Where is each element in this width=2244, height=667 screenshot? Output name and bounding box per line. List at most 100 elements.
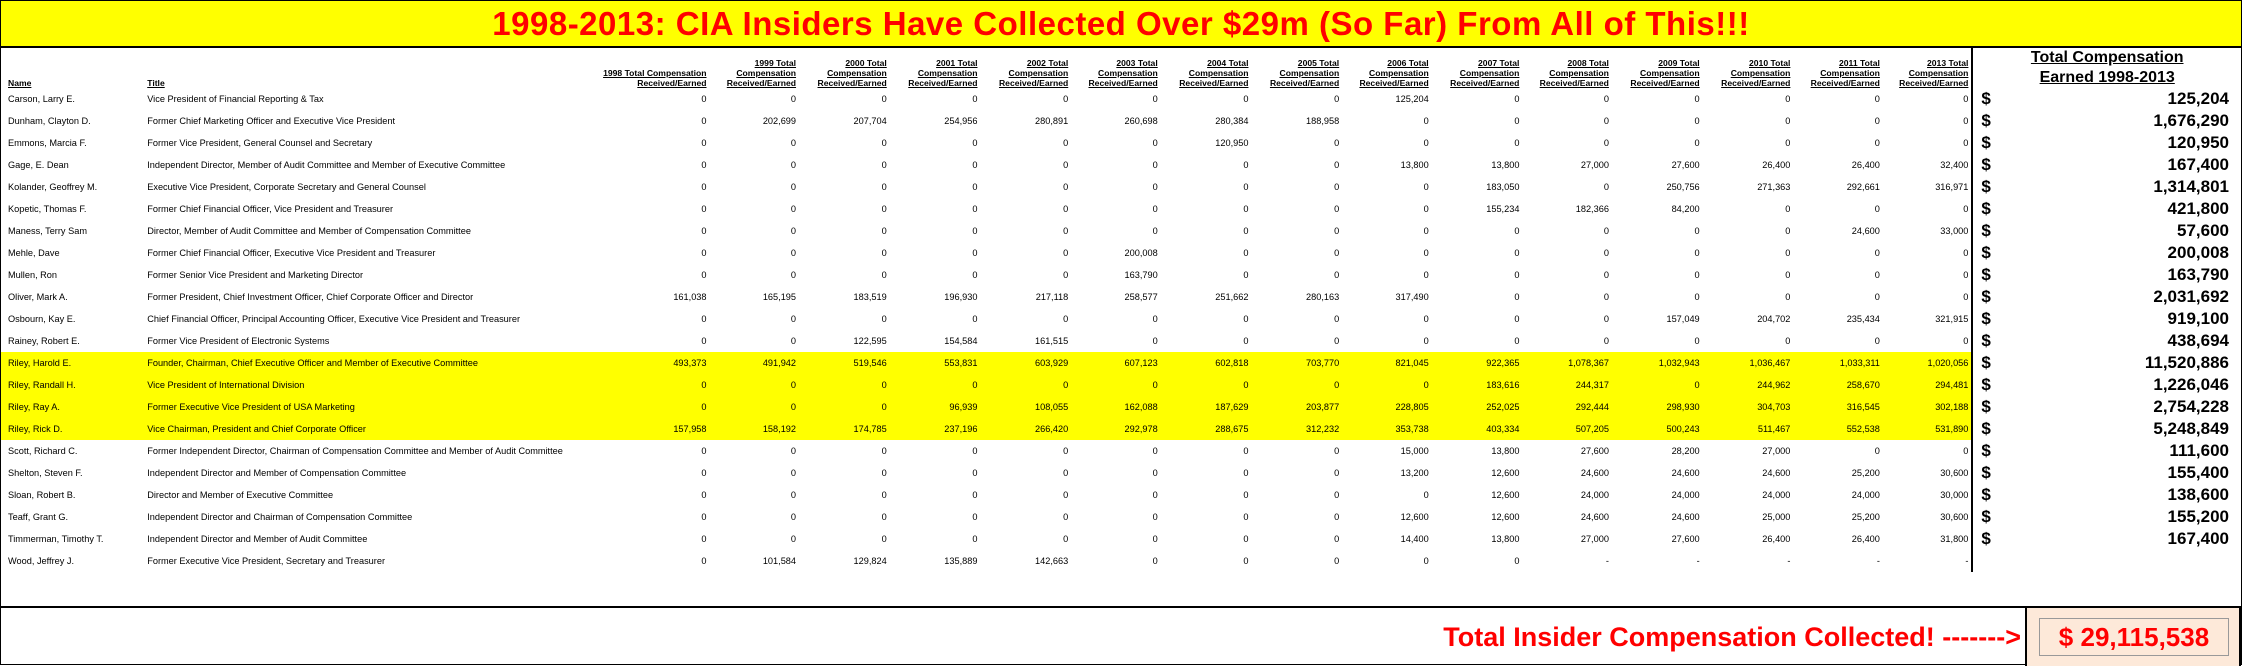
- dollar-sign: $: [1981, 111, 1991, 130]
- year-value-cell: 0: [1694, 138, 1700, 148]
- year-header: 2000 Total Compensation Received/Earned: [817, 58, 887, 88]
- year-value-cell: 0: [1963, 248, 1969, 258]
- year-value-cell: 165,195: [762, 292, 797, 302]
- table-row: Riley, Harold E. Founder, Chairman, Chief…: [1, 352, 2241, 374]
- year-value-cell: 0: [1063, 94, 1069, 104]
- title-cell: Former Executive Vice President, Secreta…: [147, 555, 386, 566]
- year-value-cell: 1,032,943: [1611, 352, 1703, 374]
- title-cell: Founder, Chairman, Chief Executive Offic…: [140, 352, 582, 374]
- total-cell: $919,100: [1971, 308, 2241, 330]
- year-value-cell: 0: [1963, 116, 1969, 126]
- year-header: 2002 Total Compensation Received/Earned: [998, 58, 1069, 88]
- year-value-cell: 0: [1243, 160, 1249, 170]
- dollar-sign: $: [1981, 89, 1991, 108]
- table-row: Maness, Terry Sam Director, Member of Aud…: [1, 220, 2241, 242]
- year-value-cell: 0: [1063, 204, 1069, 214]
- year-value-cell: 200,008: [1124, 248, 1158, 258]
- year-value-cell: 0: [972, 534, 978, 544]
- dollar-sign: $: [1981, 441, 1991, 460]
- year-value-cell: 0: [1152, 534, 1158, 544]
- year-value-cell: 0: [1243, 314, 1249, 324]
- year-value-cell: 0: [790, 270, 797, 280]
- year-value-cell: 188,958: [1305, 116, 1340, 126]
- year-value-cell: 493,373: [581, 352, 710, 374]
- year-header: 2010 Total Compensation Received/Earned: [1721, 58, 1791, 88]
- year-value-cell: 0: [1423, 270, 1429, 280]
- year-value-cell: 0: [881, 94, 887, 104]
- table-row: Oliver, Mark A. Former President, Chief I…: [1, 286, 2241, 308]
- year-value-cell: 174,785: [799, 418, 890, 440]
- total-amount: 11,520,886: [2144, 353, 2229, 372]
- year-value-cell: 120,950: [1215, 138, 1249, 148]
- year-value-cell: 0: [701, 160, 707, 170]
- year-value-cell: 0: [1514, 248, 1520, 258]
- year-value-cell: 24,600: [1580, 512, 1609, 522]
- dollar-sign: $: [1981, 463, 1991, 482]
- year-value-cell: 0: [1785, 226, 1791, 236]
- year-header: 2008 Total Compensation Received/Earned: [1539, 58, 1609, 88]
- year-value-cell: 1,033,311: [1793, 352, 1883, 374]
- year-value-cell: 321,915: [1935, 314, 1969, 324]
- dollar-sign: $: [1981, 485, 1991, 504]
- table-row: Kopetic, Thomas F. Former Chief Financial…: [1, 198, 2241, 220]
- title-cell: Independent Director, Member of Audit Co…: [147, 159, 506, 170]
- year-value-cell: 0: [972, 512, 978, 522]
- total-amount: 163,790: [2167, 265, 2229, 284]
- table-row: Timmerman, Timothy T. Independent Directo…: [1, 528, 2241, 550]
- year-value-cell: 0: [701, 138, 707, 148]
- total-amount: 919,100: [2167, 309, 2229, 328]
- total-amount: 125,204: [2167, 89, 2229, 108]
- year-value-cell: 0: [799, 374, 890, 396]
- year-value-cell: 0: [701, 336, 707, 346]
- year-value-cell: 125,204: [1395, 94, 1429, 104]
- year-value-cell: 0: [1785, 248, 1791, 258]
- year-value-cell: 0: [1963, 446, 1969, 456]
- year-value-cell: 0: [1243, 204, 1249, 214]
- year-value-cell: 0: [881, 226, 887, 236]
- year-value-cell: 0: [881, 204, 887, 214]
- year-value-cell: 182,366: [1575, 204, 1609, 214]
- table-row: Scott, Richard C. Former Independent Dire…: [1, 440, 2241, 462]
- year-value-cell: 258,670: [1793, 374, 1883, 396]
- year-value-cell: 302,188: [1882, 396, 1973, 418]
- year-header: 2013 Total Compensation Received/Earned: [1899, 58, 1969, 88]
- year-value-cell: 108,055: [980, 396, 1072, 418]
- dollar-sign: $: [1981, 353, 1991, 372]
- year-value-cell: 0: [701, 534, 707, 544]
- total-cell: $438,694: [1971, 330, 2241, 352]
- total-amount: 120,950: [2167, 133, 2229, 152]
- year-value-cell: 0: [881, 468, 887, 478]
- total-cell: $421,800: [1971, 198, 2241, 220]
- year-value-cell: 0: [1334, 182, 1340, 192]
- year-value-cell: 0: [709, 396, 800, 418]
- name-cell: Scott, Richard C.: [8, 446, 78, 456]
- year-value-cell: 0: [1874, 270, 1880, 280]
- total-cell: $1,676,290: [1971, 110, 2241, 132]
- year-value-cell: 252,025: [1431, 396, 1523, 418]
- year-header: 1999 Total Compensation Received/Earned: [726, 58, 797, 88]
- year-value-cell: 0: [972, 204, 978, 214]
- year-value-cell: 183,616: [1431, 374, 1523, 396]
- year-header: 2003 Total Compensation Received/Earned: [1088, 58, 1158, 88]
- year-value-cell: 25,200: [1851, 512, 1880, 522]
- year-value-cell: 0: [1963, 138, 1969, 148]
- year-value-cell: 33,000: [1940, 226, 1969, 236]
- year-value-cell: 0: [701, 248, 707, 258]
- total-header: Total Compensation Earned 1998-2013: [1971, 48, 2241, 88]
- year-value-cell: 31,800: [1940, 534, 1969, 544]
- table-row: Riley, Ray A. Former Executive Vice Presi…: [1, 396, 2241, 418]
- title-cell: Director, Member of Audit Committee and …: [147, 225, 471, 236]
- year-value-cell: 0: [701, 182, 707, 192]
- year-value-cell: 254,956: [944, 116, 978, 126]
- name-cell: Shelton, Steven F.: [8, 468, 83, 478]
- year-value-cell: 0: [1785, 138, 1791, 148]
- year-value-cell: 0: [790, 94, 797, 104]
- year-value-cell: 0: [1603, 336, 1609, 346]
- year-value-cell: 312,232: [1251, 418, 1343, 440]
- total-cell: $120,950: [1971, 132, 2241, 154]
- year-value-cell: 0: [1963, 270, 1969, 280]
- year-value-cell: 1,036,467: [1702, 352, 1794, 374]
- year-value-cell: 531,890: [1882, 418, 1973, 440]
- year-value-cell: 0: [1342, 374, 1432, 396]
- year-value-cell: 0: [972, 490, 978, 500]
